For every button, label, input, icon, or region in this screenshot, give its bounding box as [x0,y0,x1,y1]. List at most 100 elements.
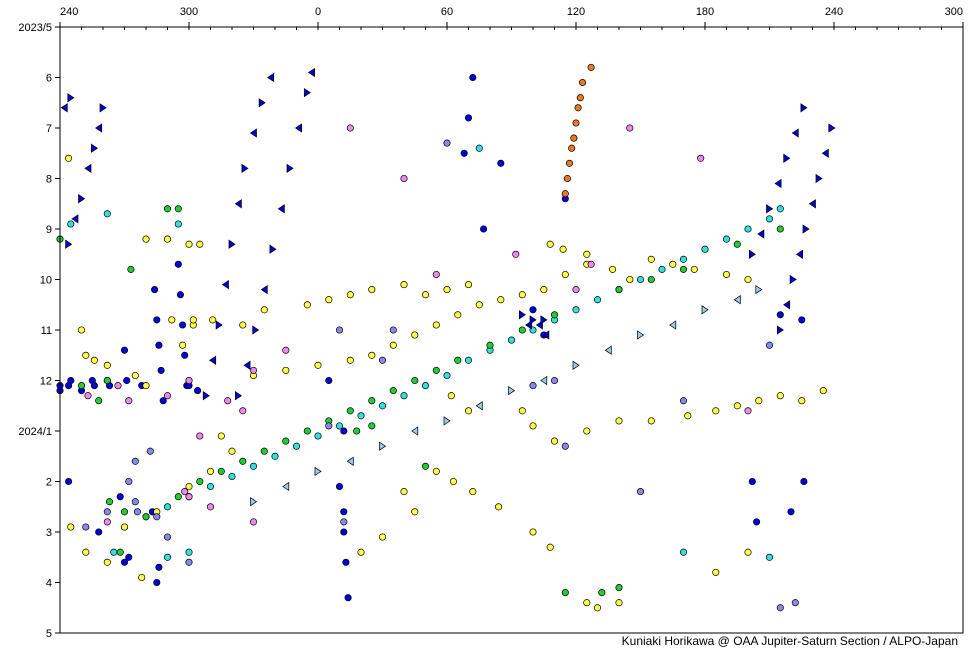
data-point-green [389,387,397,395]
data-point-cyan [421,382,430,390]
data-point-yellow [561,270,569,279]
data-point-yellow [400,281,408,289]
data-point-blue [469,73,477,82]
data-point-cyan [572,306,580,314]
data-point-blue [153,578,161,587]
data-point-yellow [179,341,187,349]
data-point-pink [125,397,133,405]
y-tick-label: 6 [46,73,52,85]
track-point-blue [286,163,294,174]
y-tick-label: 5 [46,628,52,640]
data-point-yellow [389,341,397,349]
data-point-violet [443,139,451,147]
track-point-lightblue [604,345,612,355]
track-point-blue [202,391,210,401]
data-point-violet [340,518,348,526]
credit-text: Kuniaki Horikawa @ OAA Jupiter-Saturn Se… [621,634,958,648]
data-point-blue [179,321,187,329]
data-point-yellow [669,260,677,268]
data-point-blue [95,528,103,536]
data-point-cyan [271,452,279,460]
x-tick-label: 300 [180,6,198,18]
data-point-violet [185,558,193,566]
data-point-pink [346,124,354,132]
track-point-lightblue [411,426,419,436]
data-point-yellow [357,548,365,556]
data-point-cyan [765,553,774,561]
data-point-violet [131,457,139,465]
data-point-green [95,397,103,405]
data-point-pink [400,174,408,183]
data-point-yellow [82,351,90,359]
data-point-yellow [421,291,430,299]
data-point-yellow [529,528,537,536]
data-point-green [647,275,655,284]
track-point-blue [789,274,797,285]
y-tick-label: 2 [46,477,52,489]
data-point-yellow [325,296,333,304]
data-point-cyan [163,503,172,511]
track-point-blue [307,67,315,78]
data-point-green [303,427,311,435]
data-point-yellow [798,397,806,405]
data-point-yellow [712,407,720,415]
data-point-green [217,467,225,475]
track-point-blue [91,143,99,153]
data-point-yellow [449,477,457,486]
data-point-yellow [559,245,567,253]
data-point-yellow [368,351,376,359]
data-point-cyan [206,482,215,491]
data-point-blue [480,225,488,233]
y-tick-label: 8 [46,174,52,186]
data-point-green [550,311,559,319]
data-point-violet [561,442,569,450]
track-point-blue [260,284,268,295]
data-point-pink [114,382,122,390]
data-point-green [196,477,204,486]
track-point-blue [766,204,774,214]
data-point-cyan [636,275,645,284]
data-point-yellow [540,286,548,294]
data-point-yellow [443,286,451,294]
data-point-blue [181,351,189,359]
plot-frame [59,26,964,634]
track-point-blue [791,128,799,138]
track-point-lightblue [475,401,483,411]
data-point-violet [776,604,784,612]
track-point-blue [783,300,791,310]
data-point-yellow [77,326,86,334]
data-point-blue [120,558,129,566]
data-point-green [411,376,419,385]
data-point-yellow [411,331,419,339]
data-point-yellow [447,392,455,400]
track-point-blue [269,244,277,254]
data-point-violet [133,508,141,516]
data-point-pink [432,270,440,279]
data-point-blue [464,114,473,122]
track-point-blue [828,123,836,133]
data-point-yellow [684,412,692,420]
data-point-yellow [733,402,741,410]
track-point-blue [267,72,275,83]
x-tick-label: 60 [441,6,453,18]
data-point-yellow [475,301,483,309]
x-tick-label: 120 [567,6,585,18]
data-point-green [561,589,569,597]
data-point-yellow [67,523,75,531]
data-point-blue [340,427,348,435]
track-point-blue [78,194,86,204]
data-point-orange [587,63,595,71]
data-point-violet [335,326,344,334]
data-point-green [421,462,430,470]
y-tick-labels: 2023/5 6 7 8 9 10 11 12 2024/1 2 3 4 5 [18,22,52,640]
data-point-green [77,382,86,390]
data-point-yellow [103,361,111,369]
track-point-blue [757,229,765,239]
data-point-pink [249,366,258,374]
data-point-pink [282,346,290,354]
track-point-lightblue [733,295,741,305]
data-point-pink [224,397,232,405]
data-point-yellow [615,599,623,607]
y-tick-label: 12 [40,376,52,388]
